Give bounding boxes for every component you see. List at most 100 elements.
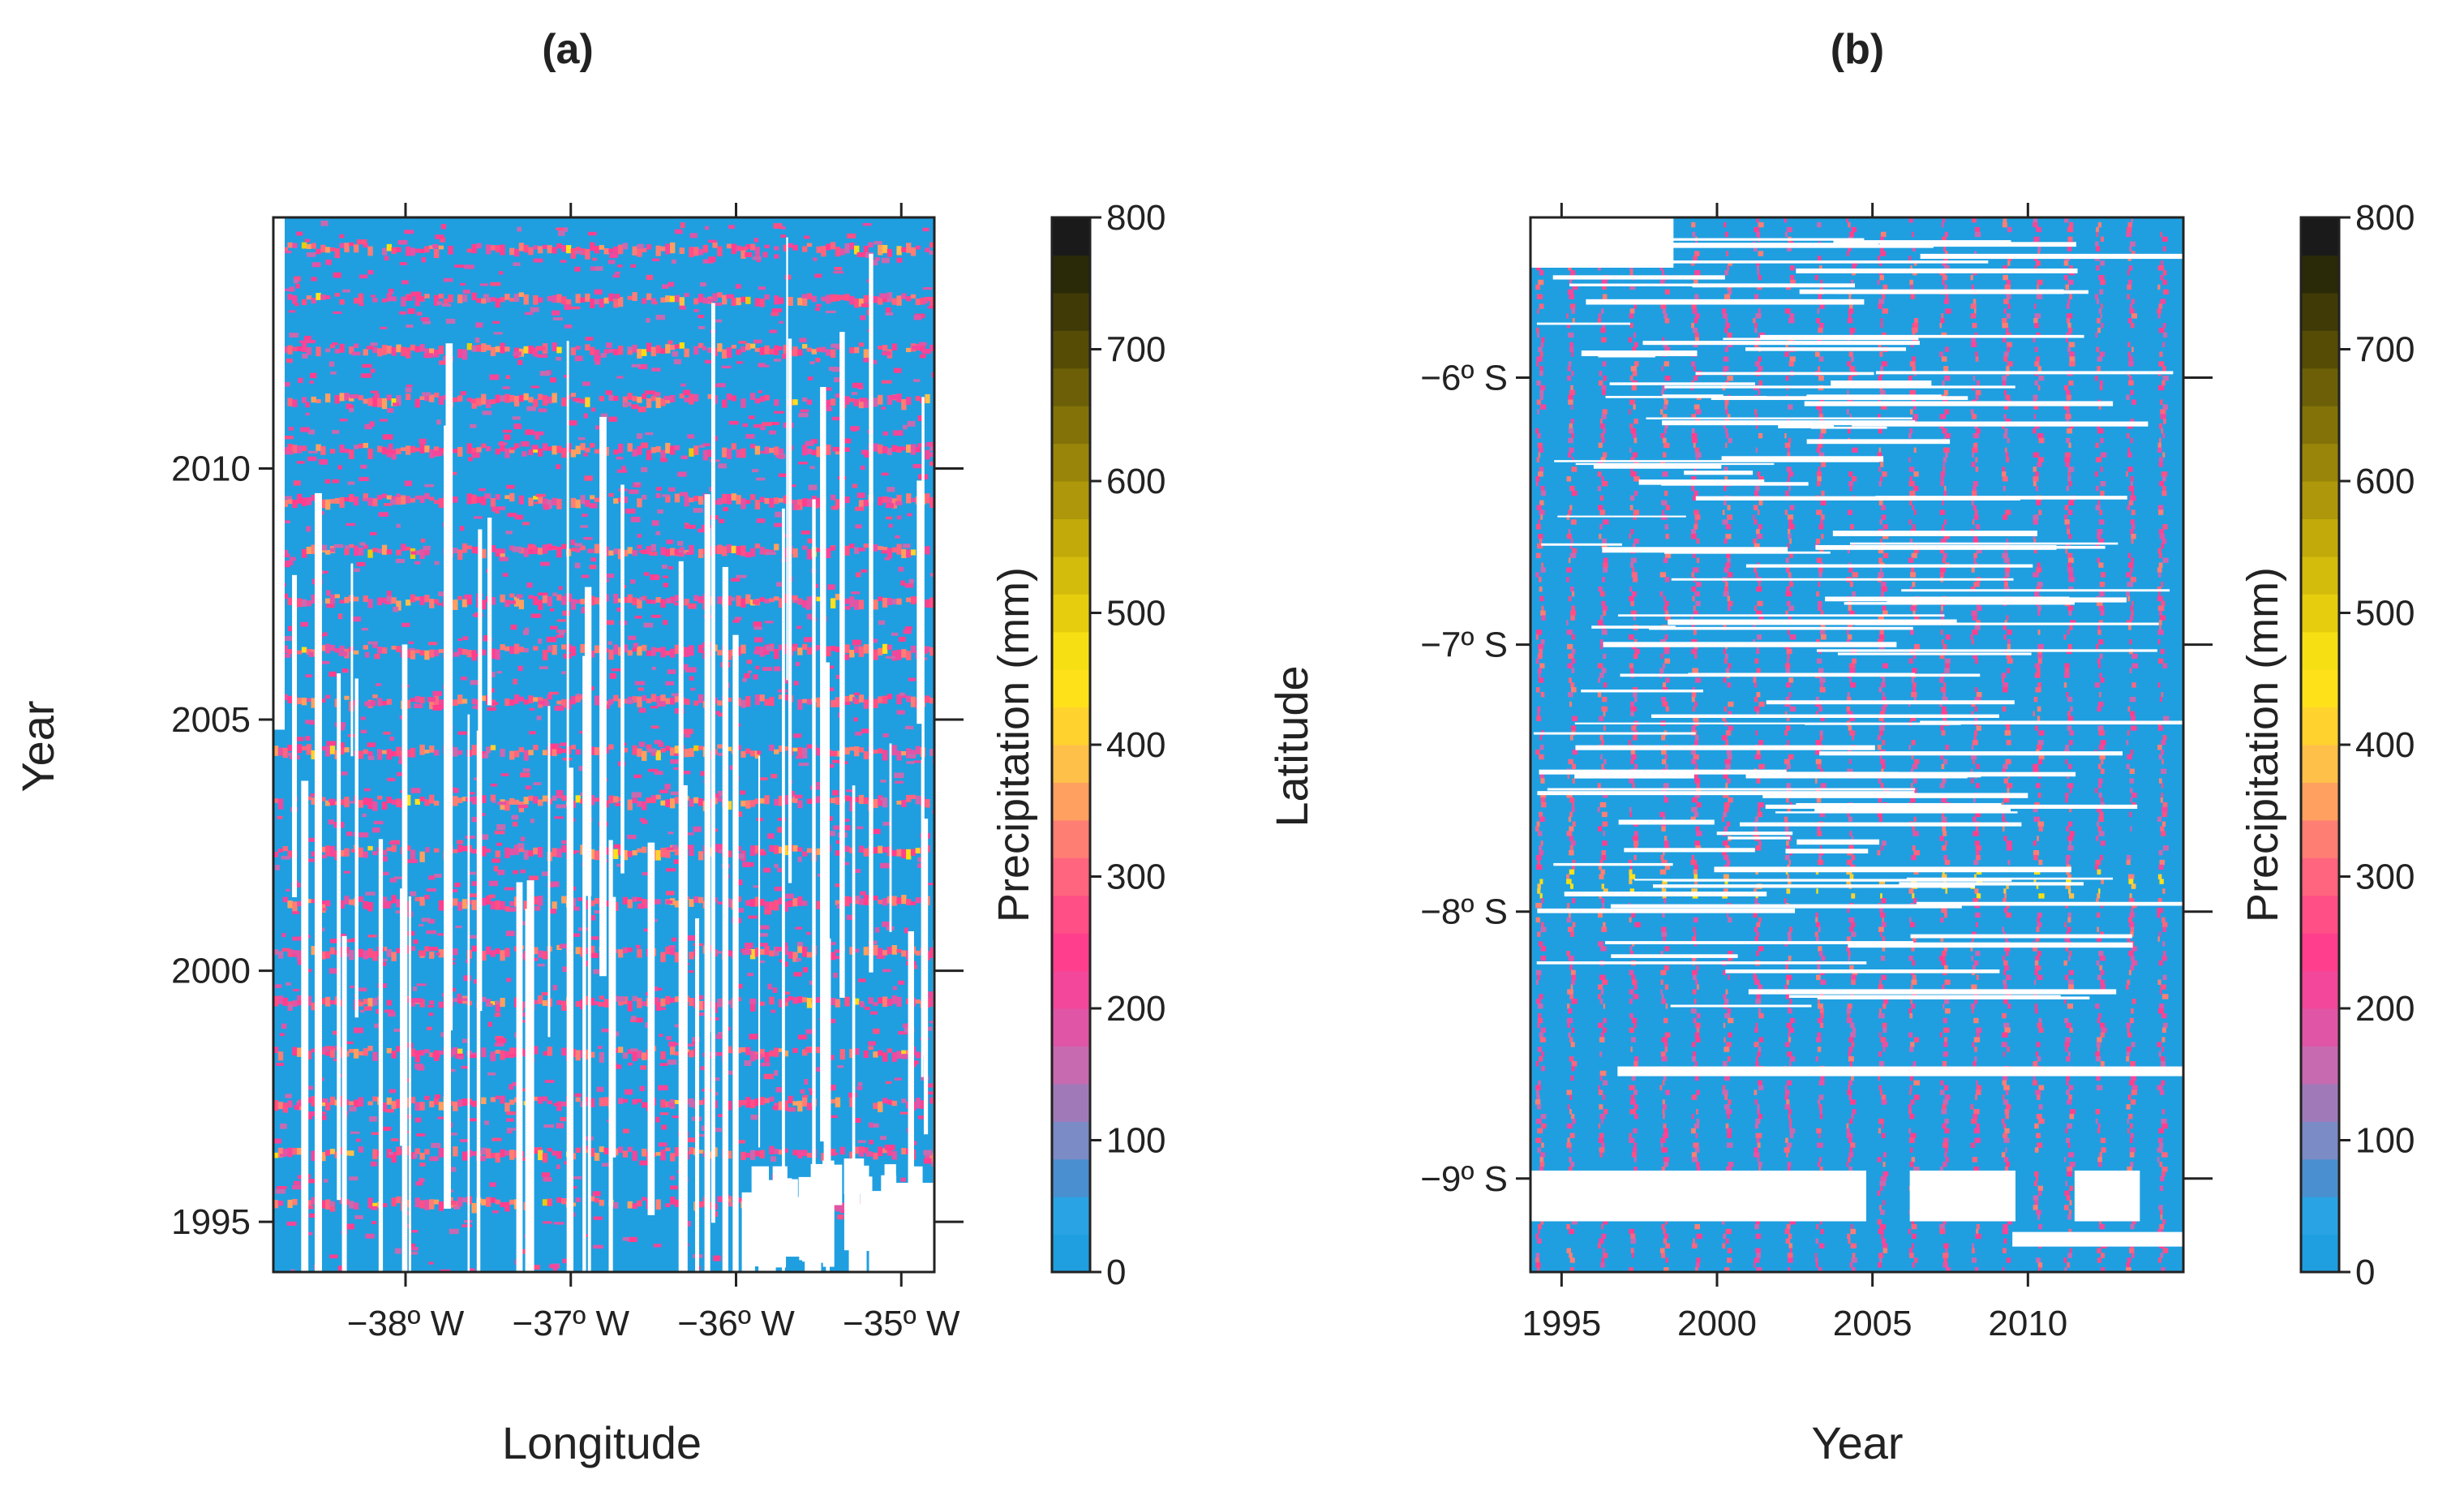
precip-cell (1598, 442, 1603, 449)
precip-cell (613, 498, 619, 504)
precip-cell (542, 1153, 548, 1163)
precip-cell (1535, 572, 1539, 578)
precip-cell (372, 998, 378, 1006)
precip-cell (373, 820, 384, 825)
precip-cell (427, 697, 436, 703)
precip-cell (410, 247, 416, 256)
precip-cell (854, 998, 860, 1005)
colorbar-swatch (1052, 707, 1090, 746)
precip-cell (509, 298, 515, 302)
precip-cell (275, 984, 282, 989)
precip-cell (1695, 452, 1702, 458)
precip-cell (457, 1048, 463, 1058)
precip-cell (888, 523, 893, 528)
precip-cell (365, 1233, 375, 1239)
precip-cell (485, 445, 492, 452)
precip-cell (628, 1236, 637, 1243)
precip-cell (358, 948, 364, 958)
precip-cell (873, 1051, 878, 1058)
precip-cell (1537, 668, 1542, 673)
precip-cell (796, 957, 801, 962)
precip-cell (749, 343, 756, 349)
precip-cell (878, 346, 883, 350)
precip-cell (886, 516, 893, 520)
precip-cell (1540, 1027, 1547, 1034)
precip-cell (745, 900, 751, 906)
precip-cell (293, 737, 304, 741)
precip-cell (282, 250, 292, 254)
precip-cell (633, 774, 642, 779)
precip-cell (899, 1111, 911, 1115)
precip-cell (627, 947, 633, 952)
precip-cell (646, 744, 652, 750)
precip-cell (491, 506, 500, 512)
precip-cell (769, 744, 775, 751)
precip-cell (910, 645, 916, 653)
precip-cell (1566, 831, 1573, 836)
precip-cell (844, 896, 850, 907)
precip-cell (349, 346, 354, 355)
precip-cell (538, 950, 543, 958)
precip-cell (358, 395, 364, 401)
precip-cell (410, 650, 416, 660)
precip-cell (762, 422, 772, 427)
precip-cell (906, 695, 912, 703)
precip-cell (556, 243, 562, 249)
precip-cell (466, 443, 472, 454)
precip-cell (1661, 926, 1667, 932)
precip-cell (792, 747, 798, 752)
precip-cell (344, 548, 350, 556)
precip-cell (282, 846, 288, 852)
precip-cell (1566, 630, 1573, 635)
precip-cell (495, 298, 500, 308)
precip-cell (928, 1083, 934, 1088)
missing-data-gap (812, 499, 816, 1184)
precip-cell (655, 397, 661, 409)
precip-cell (1597, 984, 1603, 990)
precip-cell (1629, 999, 1633, 1004)
precip-cell (377, 495, 383, 500)
precip-cell (509, 447, 515, 453)
precip-cell (316, 444, 321, 451)
precip-cell (754, 543, 761, 549)
precip-cell (306, 899, 312, 904)
precip-cell (1537, 308, 1539, 314)
precip-cell (325, 1051, 331, 1056)
precip-cell (547, 446, 552, 451)
precip-cell (749, 494, 756, 501)
precip-cell (721, 365, 732, 369)
precip-cell (774, 544, 779, 551)
precip-cell (1538, 452, 1541, 458)
precip-cell (627, 799, 633, 810)
precip-cell (1629, 562, 1634, 568)
precip-cell (835, 499, 841, 508)
precip-cell (726, 1196, 732, 1207)
precip-cell (925, 493, 930, 504)
missing-data-gap (408, 896, 411, 1272)
precip-cell (693, 595, 699, 602)
precip-cell (292, 243, 298, 248)
precip-cell (453, 796, 458, 806)
precip-cell (792, 952, 798, 962)
precip-cell (353, 1202, 359, 1210)
precip-cell (377, 548, 383, 553)
precip-cell (1629, 879, 1633, 884)
precip-cell (325, 348, 331, 353)
precip-cell (396, 448, 401, 454)
precip-cell (686, 667, 697, 673)
precip-cell (925, 695, 930, 703)
colorbar-swatch (1052, 1046, 1090, 1085)
precip-cell (273, 851, 279, 857)
precip-cell (539, 371, 550, 376)
precip-cell (764, 345, 770, 355)
precip-cell (769, 996, 775, 1005)
precip-cell (1541, 1142, 1544, 1148)
precip-cell (547, 396, 552, 404)
precip-cell (504, 800, 510, 811)
precip-cell (717, 1051, 723, 1056)
precip-cell (1566, 534, 1573, 539)
precip-cell (878, 1101, 883, 1113)
precip-cell (788, 243, 793, 248)
precip-cell (518, 495, 525, 505)
precip-cell (797, 746, 803, 758)
